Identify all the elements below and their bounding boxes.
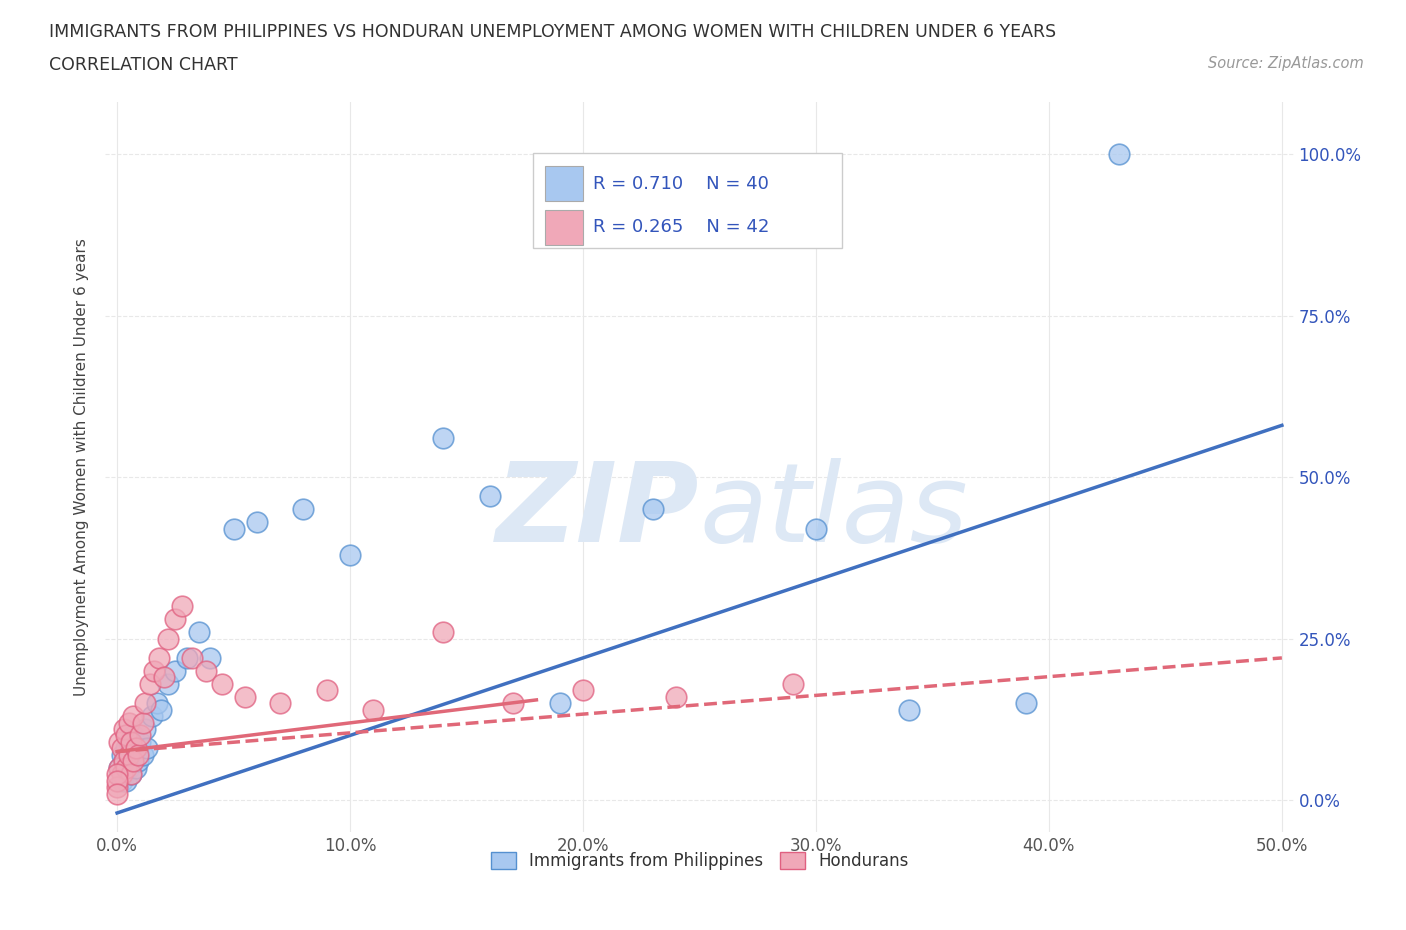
- Point: [148, 650, 170, 665]
- Point: [112, 754, 135, 769]
- Text: Source: ZipAtlas.com: Source: ZipAtlas.com: [1208, 56, 1364, 71]
- Point: [157, 631, 180, 646]
- Point: [172, 599, 194, 614]
- Point: [122, 754, 145, 769]
- Point: [108, 735, 131, 750]
- Point: [125, 761, 148, 776]
- Point: [120, 735, 142, 750]
- Text: R = 0.710    N = 40: R = 0.710 N = 40: [592, 175, 769, 193]
- Point: [233, 689, 256, 704]
- Point: [315, 683, 337, 698]
- Point: [115, 773, 138, 788]
- Text: ZIP: ZIP: [496, 458, 700, 565]
- Point: [222, 521, 245, 536]
- Point: [176, 650, 198, 665]
- Point: [112, 722, 135, 737]
- Point: [292, 502, 315, 517]
- FancyBboxPatch shape: [546, 210, 583, 245]
- Point: [118, 715, 141, 730]
- Point: [246, 515, 269, 530]
- Point: [152, 670, 174, 684]
- Point: [105, 766, 128, 781]
- Text: CORRELATION CHART: CORRELATION CHART: [49, 56, 238, 73]
- Text: R = 0.265    N = 42: R = 0.265 N = 42: [592, 219, 769, 236]
- Point: [134, 722, 156, 737]
- Point: [118, 735, 141, 750]
- Point: [211, 676, 233, 691]
- Text: atlas: atlas: [700, 458, 969, 565]
- Point: [122, 709, 145, 724]
- Point: [111, 748, 134, 763]
- Point: [112, 754, 135, 769]
- Point: [269, 696, 291, 711]
- Point: [898, 702, 921, 717]
- Point: [108, 761, 131, 776]
- Point: [782, 676, 804, 691]
- Point: [127, 748, 149, 763]
- Point: [111, 766, 134, 781]
- Point: [641, 502, 664, 517]
- Point: [432, 431, 454, 445]
- Point: [157, 676, 180, 691]
- Point: [111, 773, 134, 788]
- Point: [129, 728, 152, 743]
- Point: [478, 489, 501, 504]
- Point: [129, 735, 152, 750]
- Point: [339, 547, 361, 562]
- Point: [111, 741, 134, 756]
- Point: [115, 761, 138, 776]
- Point: [125, 741, 148, 756]
- Text: IMMIGRANTS FROM PHILIPPINES VS HONDURAN UNEMPLOYMENT AMONG WOMEN WITH CHILDREN U: IMMIGRANTS FROM PHILIPPINES VS HONDURAN …: [49, 23, 1056, 41]
- Point: [194, 663, 217, 678]
- Point: [105, 779, 128, 794]
- Point: [200, 650, 222, 665]
- Point: [165, 663, 187, 678]
- Point: [132, 748, 155, 763]
- Y-axis label: Unemployment Among Women with Children Under 6 years: Unemployment Among Women with Children U…: [75, 238, 90, 697]
- Point: [363, 702, 385, 717]
- Point: [136, 741, 159, 756]
- Point: [115, 741, 138, 756]
- FancyBboxPatch shape: [546, 166, 583, 201]
- Point: [1108, 147, 1130, 162]
- Point: [132, 715, 155, 730]
- Point: [1014, 696, 1036, 711]
- Point: [502, 696, 524, 711]
- Point: [122, 754, 145, 769]
- Point: [143, 663, 166, 678]
- Point: [180, 650, 202, 665]
- Point: [127, 754, 149, 769]
- Point: [108, 761, 131, 776]
- Legend: Immigrants from Philippines, Hondurans: Immigrants from Philippines, Hondurans: [482, 844, 917, 879]
- Point: [138, 676, 160, 691]
- Point: [165, 612, 187, 627]
- Point: [187, 625, 209, 640]
- Point: [665, 689, 688, 704]
- Point: [118, 761, 141, 776]
- Point: [548, 696, 571, 711]
- Point: [145, 696, 167, 711]
- Point: [120, 766, 142, 781]
- Point: [150, 702, 173, 717]
- Point: [141, 709, 163, 724]
- Point: [105, 773, 128, 788]
- Point: [112, 766, 135, 781]
- Point: [134, 696, 156, 711]
- Point: [120, 748, 142, 763]
- FancyBboxPatch shape: [533, 153, 842, 248]
- Point: [804, 521, 827, 536]
- Point: [122, 728, 145, 743]
- Point: [118, 748, 141, 763]
- Point: [105, 786, 128, 801]
- Point: [572, 683, 595, 698]
- Point: [125, 741, 148, 756]
- Point: [115, 728, 138, 743]
- Point: [432, 625, 454, 640]
- Point: [120, 766, 142, 781]
